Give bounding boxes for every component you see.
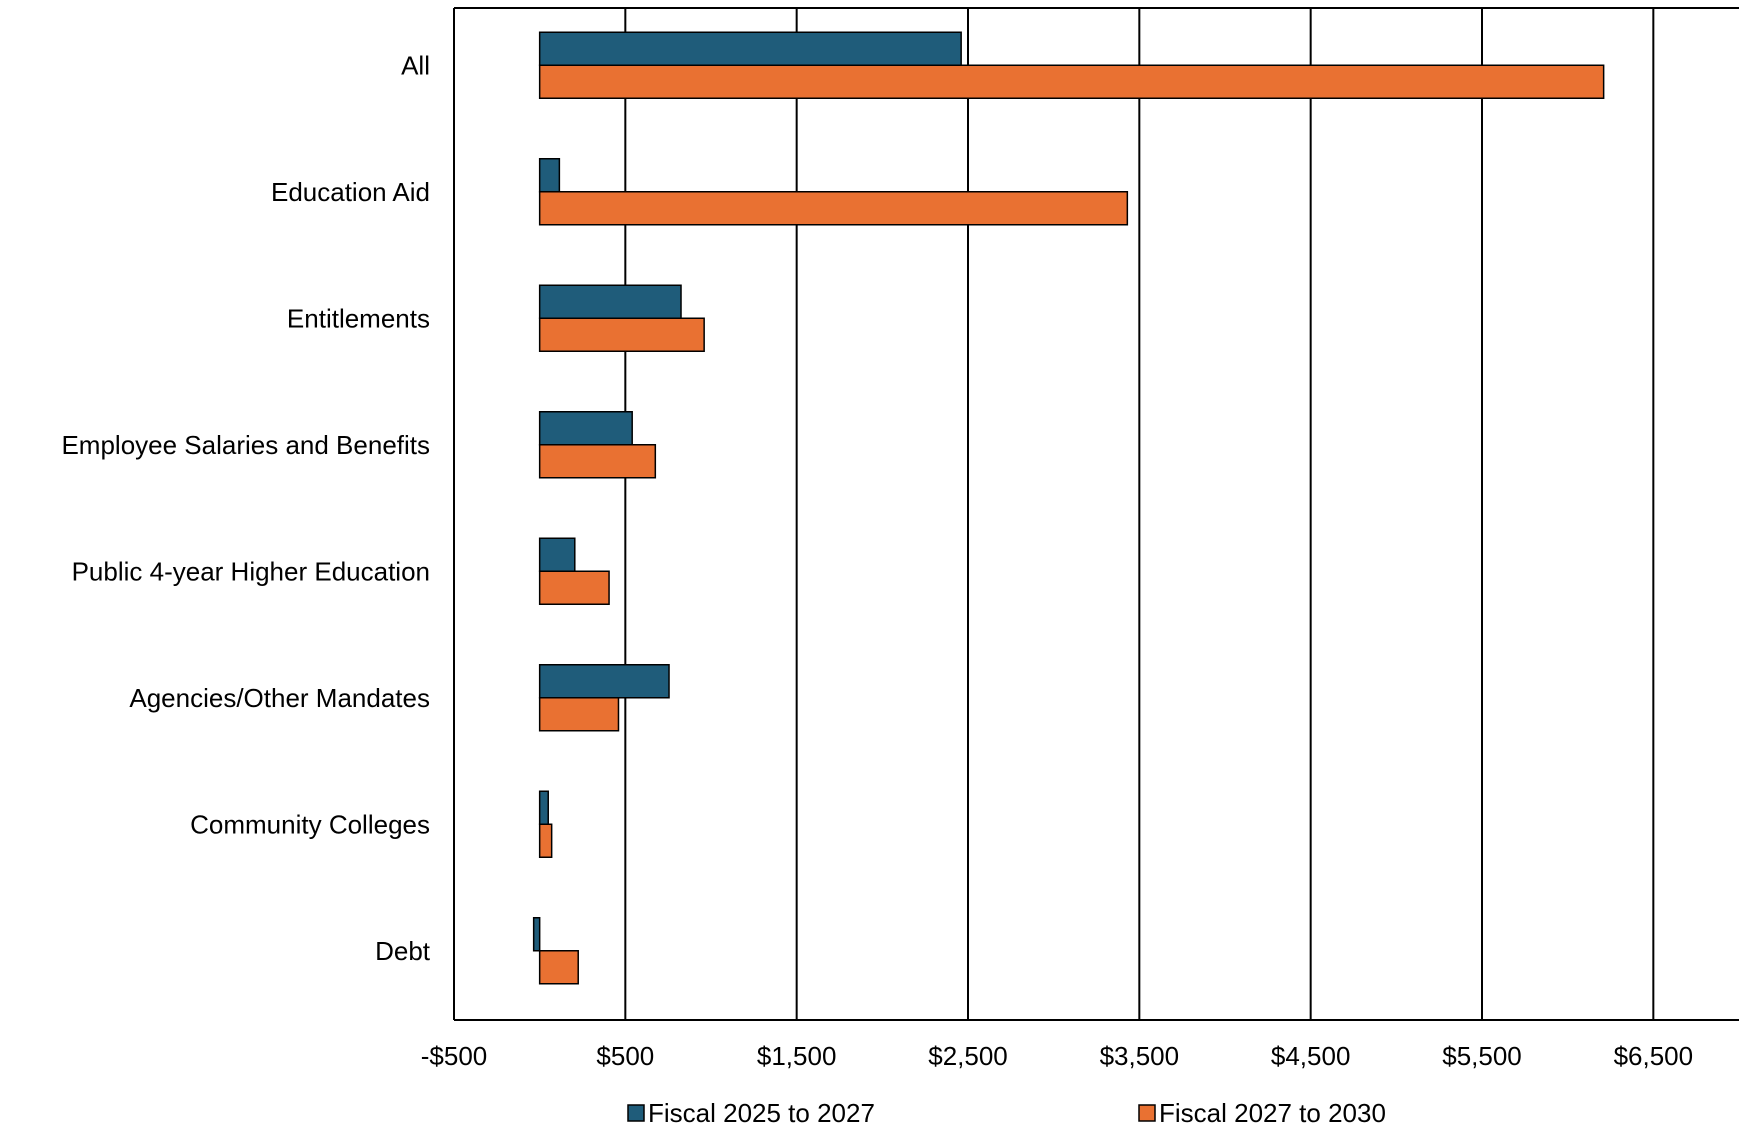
category-label-debt: Debt: [375, 936, 431, 966]
category-labels: All Education Aid Entitlements Employee Sal…: [61, 50, 430, 966]
category-label-education-aid: Education Aid: [271, 177, 430, 207]
category-label-agencies-other-mandates: Agencies/Other Mandates: [129, 683, 430, 713]
bar-education-aid-series-2: [538, 191, 1129, 226]
legend-label: Fiscal 2027 to 2030: [1159, 1098, 1386, 1128]
x-tick-label: $4,500: [1271, 1041, 1351, 1071]
x-tick-label: $2,500: [928, 1041, 1008, 1071]
bar-all-series-2: [538, 64, 1605, 99]
bar-employee-salaries-and-benefits-series-2: [538, 444, 657, 479]
x-tick-labels: -$500 $500 $1,500 $2,500 $3,500 $4,500 $5,500 $…: [421, 1041, 1693, 1071]
x-tick-label: $3,500: [1100, 1041, 1180, 1071]
bar-entitlements-series-1: [538, 284, 682, 319]
x-tick-label: -$500: [421, 1041, 488, 1071]
axes: [453, 8, 1739, 1021]
category-label-entitlements: Entitlements: [287, 303, 430, 333]
category-label-all: All: [401, 50, 430, 80]
legend: Fiscal 2025 to 2027 Fiscal 2027 to 2030: [627, 1098, 1386, 1128]
bar-agencies-other-mandates-series-1: [538, 664, 670, 699]
gridlines: [454, 7, 1739, 1020]
bars: [532, 31, 1605, 985]
bar-community-colleges-series-2: [538, 823, 553, 858]
bar-employee-salaries-and-benefits-series-1: [538, 411, 633, 446]
bar-public-4-year-higher-education-series-2: [538, 570, 610, 605]
category-label-community-colleges: Community Colleges: [190, 809, 430, 839]
x-tick-label: $5,500: [1442, 1041, 1522, 1071]
x-tick-label: $6,500: [1614, 1041, 1694, 1071]
category-label-employee-salaries-and-benefits: Employee Salaries and Benefits: [61, 430, 430, 460]
bar-all-series-1: [538, 31, 962, 66]
bar-entitlements-series-2: [538, 317, 705, 352]
bar-education-aid-series-1: [538, 158, 561, 193]
legend-label: Fiscal 2025 to 2027: [648, 1098, 875, 1128]
x-tick-label: $1,500: [757, 1041, 837, 1071]
bar-public-4-year-higher-education-series-1: [538, 537, 576, 572]
bar-community-colleges-series-1: [538, 790, 549, 825]
x-tick-label: $500: [596, 1041, 654, 1071]
bar-debt-series-1: [532, 917, 541, 952]
legend-swatch: [627, 1104, 645, 1122]
bar-agencies-other-mandates-series-2: [538, 697, 620, 732]
category-label-public-4-year-higher-education: Public 4-year Higher Education: [72, 556, 430, 586]
legend-swatch: [1138, 1104, 1156, 1122]
bar-debt-series-2: [538, 950, 579, 985]
